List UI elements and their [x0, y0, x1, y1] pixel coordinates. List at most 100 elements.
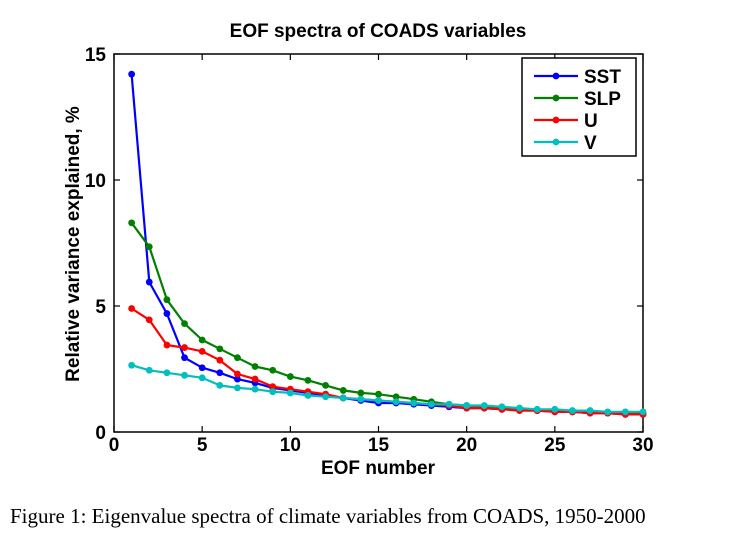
series-line-v	[131, 364, 643, 413]
data-point-slp	[181, 320, 188, 328]
legend-label-u: U	[584, 111, 598, 132]
x-tick-label: 15	[368, 435, 390, 456]
x-axis-label: EOF number	[321, 458, 436, 479]
data-point-slp	[269, 366, 277, 374]
data-point-v	[339, 394, 347, 402]
data-point-v	[286, 389, 294, 397]
legend-box	[521, 57, 637, 157]
series-line-slp	[130, 222, 643, 415]
data-point-sst	[128, 70, 136, 78]
legend-label-v: V	[584, 133, 597, 154]
data-point-slp	[392, 393, 400, 401]
data-point-slp	[163, 296, 171, 304]
data-point-v	[304, 392, 312, 399]
data-point-slp	[145, 243, 153, 251]
data-point-v	[639, 408, 647, 416]
data-point-v	[410, 399, 418, 407]
data-point-v	[621, 408, 629, 416]
y-tick-label: 15	[85, 45, 107, 66]
data-point-slp	[251, 363, 259, 370]
x-tick-label: 10	[280, 435, 301, 456]
data-point-v	[604, 408, 612, 416]
y-tick-label: 10	[85, 171, 106, 192]
data-point-u	[163, 341, 171, 349]
data-point-v	[516, 404, 523, 412]
data-point-u	[216, 356, 224, 364]
data-point-v	[251, 385, 259, 393]
y-tick-label: 0	[95, 423, 106, 444]
legend-entry-slp: SLP	[534, 89, 621, 110]
data-point-v	[216, 381, 224, 389]
x-tick-label: 20	[456, 435, 477, 456]
data-point-u	[269, 383, 277, 391]
x-tick-label: 25	[544, 435, 566, 456]
data-point-v	[163, 369, 171, 377]
x-tick-label: 0	[109, 435, 120, 456]
data-point-v	[269, 388, 277, 396]
data-point-v	[128, 361, 136, 369]
data-point-sst	[198, 364, 206, 372]
series-v	[128, 361, 647, 416]
data-point-u	[128, 305, 136, 312]
series-line-u	[131, 307, 643, 416]
chart-title: EOF spectra of COADS variables	[230, 21, 527, 42]
data-point-sst	[234, 375, 241, 383]
axis-ticks	[113, 53, 644, 433]
data-point-u	[234, 370, 241, 378]
legend-entry-sst: SST	[534, 67, 621, 88]
legend-marker-sst	[552, 72, 560, 80]
data-point-v	[445, 400, 453, 408]
data-point-u	[145, 316, 153, 324]
data-point-v	[322, 393, 329, 401]
data-point-slp	[234, 354, 241, 362]
data-point-slp	[375, 390, 382, 398]
data-point-v	[480, 402, 488, 409]
data-point-v	[375, 397, 382, 404]
data-point-v	[551, 405, 559, 413]
data-point-sst	[163, 310, 171, 317]
legend-label-slp: SLP	[584, 89, 621, 110]
data-point-slp	[198, 336, 206, 344]
data-point-u	[181, 344, 188, 351]
data-point-u	[198, 347, 206, 355]
series-layer	[128, 70, 647, 418]
data-point-v	[357, 395, 365, 403]
data-point-slp	[216, 345, 224, 353]
data-point-slp	[357, 389, 365, 397]
data-point-v	[392, 398, 400, 406]
data-point-slp	[339, 387, 347, 394]
x-tick-label: 30	[632, 435, 653, 456]
axis-tick-labels: 0 5 10 15 20 25 30 0 5 10 15	[85, 45, 654, 456]
legend-marker-u	[552, 116, 560, 124]
y-tick-label: 5	[95, 297, 106, 318]
data-point-v	[463, 402, 471, 409]
data-point-sst	[216, 369, 224, 377]
y-axis-label: Relative variance explained, %	[63, 106, 84, 382]
data-point-sst	[181, 354, 188, 362]
legend-entry-v: V	[534, 133, 597, 154]
legend-marker-v	[552, 138, 560, 146]
data-point-u	[251, 375, 259, 383]
data-point-v	[145, 366, 153, 374]
data-point-v	[586, 407, 594, 414]
legend-marker-slp	[552, 94, 560, 102]
legend-entry-u: U	[534, 111, 598, 132]
data-point-v	[428, 400, 435, 408]
data-point-v	[533, 405, 541, 413]
data-point-slp	[304, 376, 312, 384]
data-point-v	[198, 374, 206, 382]
data-point-sst	[145, 278, 153, 286]
legend-label-sst: SST	[584, 67, 621, 88]
data-point-slp	[128, 219, 136, 227]
data-point-v	[569, 407, 576, 414]
figure-caption: Figure 1: Eigenvalue spectra of climate …	[10, 504, 646, 528]
data-point-v	[234, 384, 241, 392]
data-point-v	[498, 403, 506, 411]
data-point-v	[181, 371, 188, 379]
x-tick-label: 5	[197, 435, 208, 456]
data-point-slp	[322, 381, 329, 389]
series-slp	[128, 219, 647, 417]
data-point-slp	[286, 373, 294, 380]
